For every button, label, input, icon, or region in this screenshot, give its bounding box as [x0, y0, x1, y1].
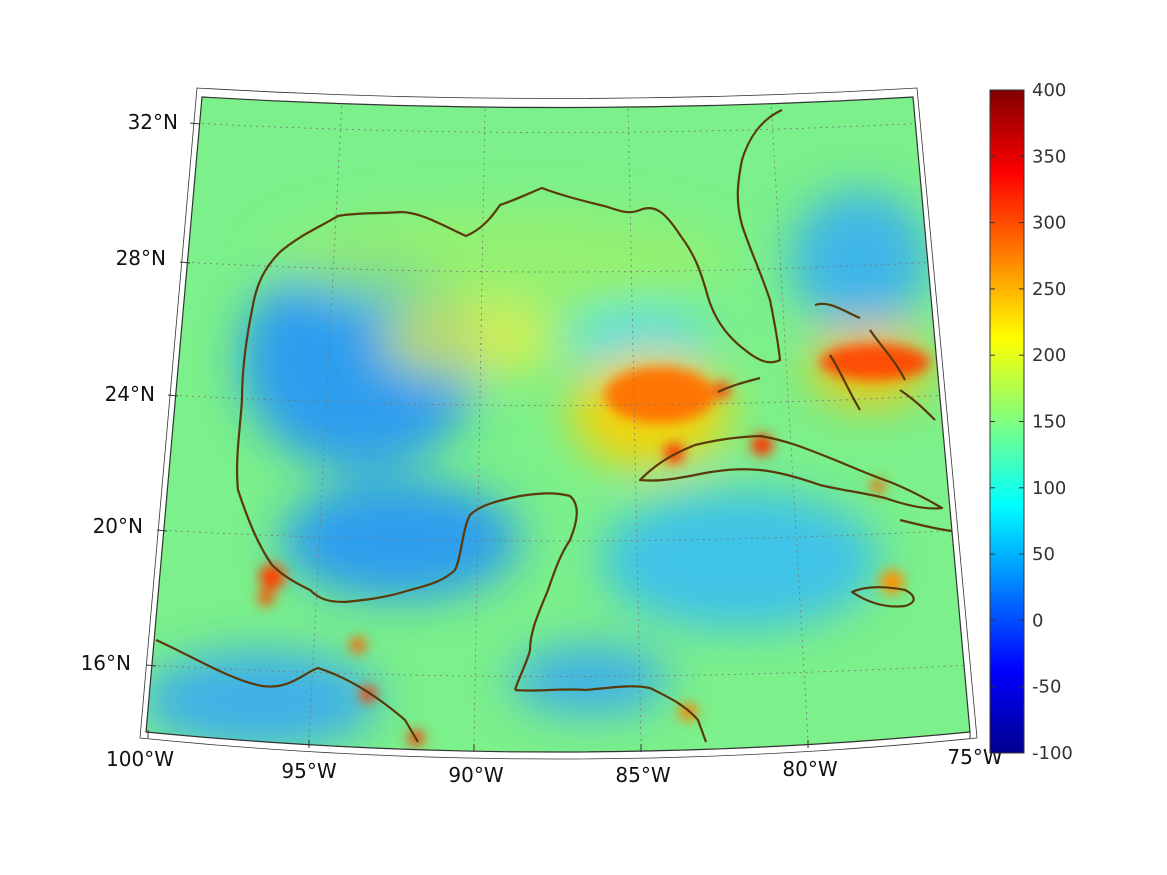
- meridian-95w: [308, 99, 343, 741]
- latitude-labels: 32°N 28°N 24°N 20°N 16°N: [81, 110, 178, 675]
- north-gulf-green-band: [270, 210, 730, 310]
- frame-tick: [179, 261, 191, 264]
- frame-tick: [167, 394, 179, 397]
- frame-tick: [189, 122, 201, 125]
- honduras-low-anomaly: [510, 645, 670, 715]
- campeche-low-anomaly: [280, 480, 520, 600]
- colorbar-ticks: 400 350 300 250 200 150 100 50 0 -50 -100: [990, 80, 1073, 764]
- jamaica-outline: [850, 586, 915, 608]
- cuba-central-hotspot: [751, 434, 773, 456]
- lat-label-28n: 28°N: [116, 246, 166, 270]
- lon-label-80w: 80°W: [782, 757, 837, 781]
- florida-straits-high: [605, 367, 715, 423]
- graticule: [146, 99, 970, 746]
- tabasco-hotspot: [350, 637, 366, 653]
- frame-tick: [156, 529, 168, 532]
- colorbar-tick-label: -50: [1032, 677, 1061, 698]
- lat-label-20n: 20°N: [93, 514, 143, 538]
- colorbar-tick-label: -100: [1032, 743, 1073, 764]
- lat-label-16n: 16°N: [81, 651, 131, 675]
- colorbar-tick-label: 250: [1032, 279, 1066, 300]
- lon-label-85w: 85°W: [615, 763, 670, 787]
- lon-label-95w: 95°W: [281, 759, 336, 783]
- frame-tick: [145, 664, 157, 667]
- frame-ticks: [145, 122, 971, 752]
- southwest-low-anomaly: [146, 650, 380, 750]
- colorbar-tick-label: 200: [1032, 345, 1066, 366]
- bahamas-high: [820, 344, 930, 380]
- lon-label-90w: 90°W: [448, 763, 503, 787]
- parallel-20n: [156, 529, 961, 542]
- lat-label-24n: 24°N: [105, 382, 155, 406]
- atlantic-low-anomaly: [790, 190, 930, 330]
- map-frame-outer: [139, 87, 978, 760]
- map-frame: [145, 96, 971, 753]
- colorbar-tick-label: 0: [1032, 610, 1043, 631]
- caribbean-low-anomaly: [600, 490, 880, 630]
- jamaica-high: [880, 570, 904, 594]
- cuba-outline: [638, 434, 944, 510]
- lat-label-32n: 32°N: [128, 110, 178, 134]
- meridian-90w: [473, 102, 486, 746]
- colorbar-bar: [989, 89, 1025, 754]
- colorbar: 400 350 300 250 200 150 100 50 0 -50 -100: [989, 80, 1073, 764]
- colorbar-tick-label: 400: [1032, 80, 1066, 101]
- map-area: [146, 97, 970, 752]
- longitude-labels: 100°W 95°W 90°W 85°W 80°W 75°W: [106, 745, 1003, 787]
- veracruz-south-hotspot: [258, 590, 274, 606]
- colorbar-tick-label: 50: [1032, 544, 1055, 565]
- parallel-32n: [189, 122, 926, 133]
- veracruz-hotspot: [259, 564, 285, 590]
- florida-keys: [717, 376, 761, 393]
- lon-label-100w: 100°W: [106, 747, 174, 771]
- coastlines: [155, 108, 961, 743]
- colorbar-tick-label: 100: [1032, 478, 1066, 499]
- meridian-85w: [627, 102, 642, 746]
- cuba-west-hotspot: [664, 443, 684, 463]
- bahamas-outline: [814, 302, 936, 421]
- field-anomalies: [146, 190, 930, 750]
- gulf-coast: [155, 108, 783, 743]
- colorbar-tick-label: 350: [1032, 146, 1066, 167]
- colorbar-tick-label: 150: [1032, 412, 1066, 433]
- cuba-east-hotspot: [871, 479, 885, 493]
- central-america-coast: [514, 685, 708, 743]
- colorbar-tick-label: 300: [1032, 213, 1066, 234]
- central-gulf-yellow: [380, 300, 560, 380]
